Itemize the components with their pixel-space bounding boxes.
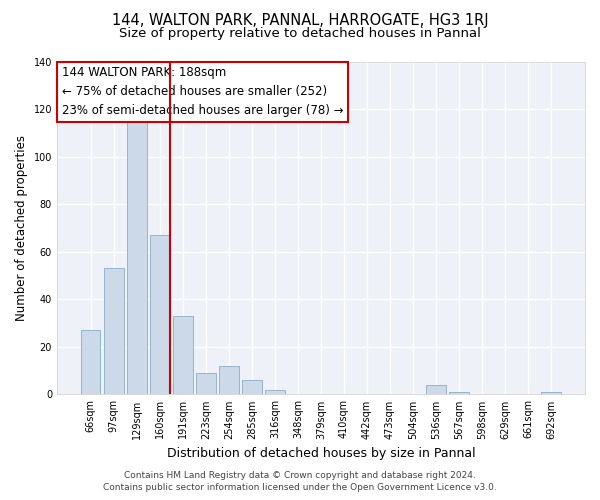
Bar <box>150 235 170 394</box>
Bar <box>265 390 284 394</box>
Bar <box>449 392 469 394</box>
Bar <box>104 268 124 394</box>
Bar <box>242 380 262 394</box>
X-axis label: Distribution of detached houses by size in Pannal: Distribution of detached houses by size … <box>167 447 475 460</box>
Bar <box>219 366 239 394</box>
Bar <box>426 385 446 394</box>
Bar <box>196 373 215 394</box>
Text: Size of property relative to detached houses in Pannal: Size of property relative to detached ho… <box>119 28 481 40</box>
Bar <box>173 316 193 394</box>
Text: 144 WALTON PARK: 188sqm
← 75% of detached houses are smaller (252)
23% of semi-d: 144 WALTON PARK: 188sqm ← 75% of detache… <box>62 66 344 118</box>
Bar <box>127 114 146 394</box>
Bar <box>81 330 100 394</box>
Text: 144, WALTON PARK, PANNAL, HARROGATE, HG3 1RJ: 144, WALTON PARK, PANNAL, HARROGATE, HG3… <box>112 12 488 28</box>
Y-axis label: Number of detached properties: Number of detached properties <box>15 135 28 321</box>
Bar <box>541 392 561 394</box>
Text: Contains HM Land Registry data © Crown copyright and database right 2024.
Contai: Contains HM Land Registry data © Crown c… <box>103 471 497 492</box>
